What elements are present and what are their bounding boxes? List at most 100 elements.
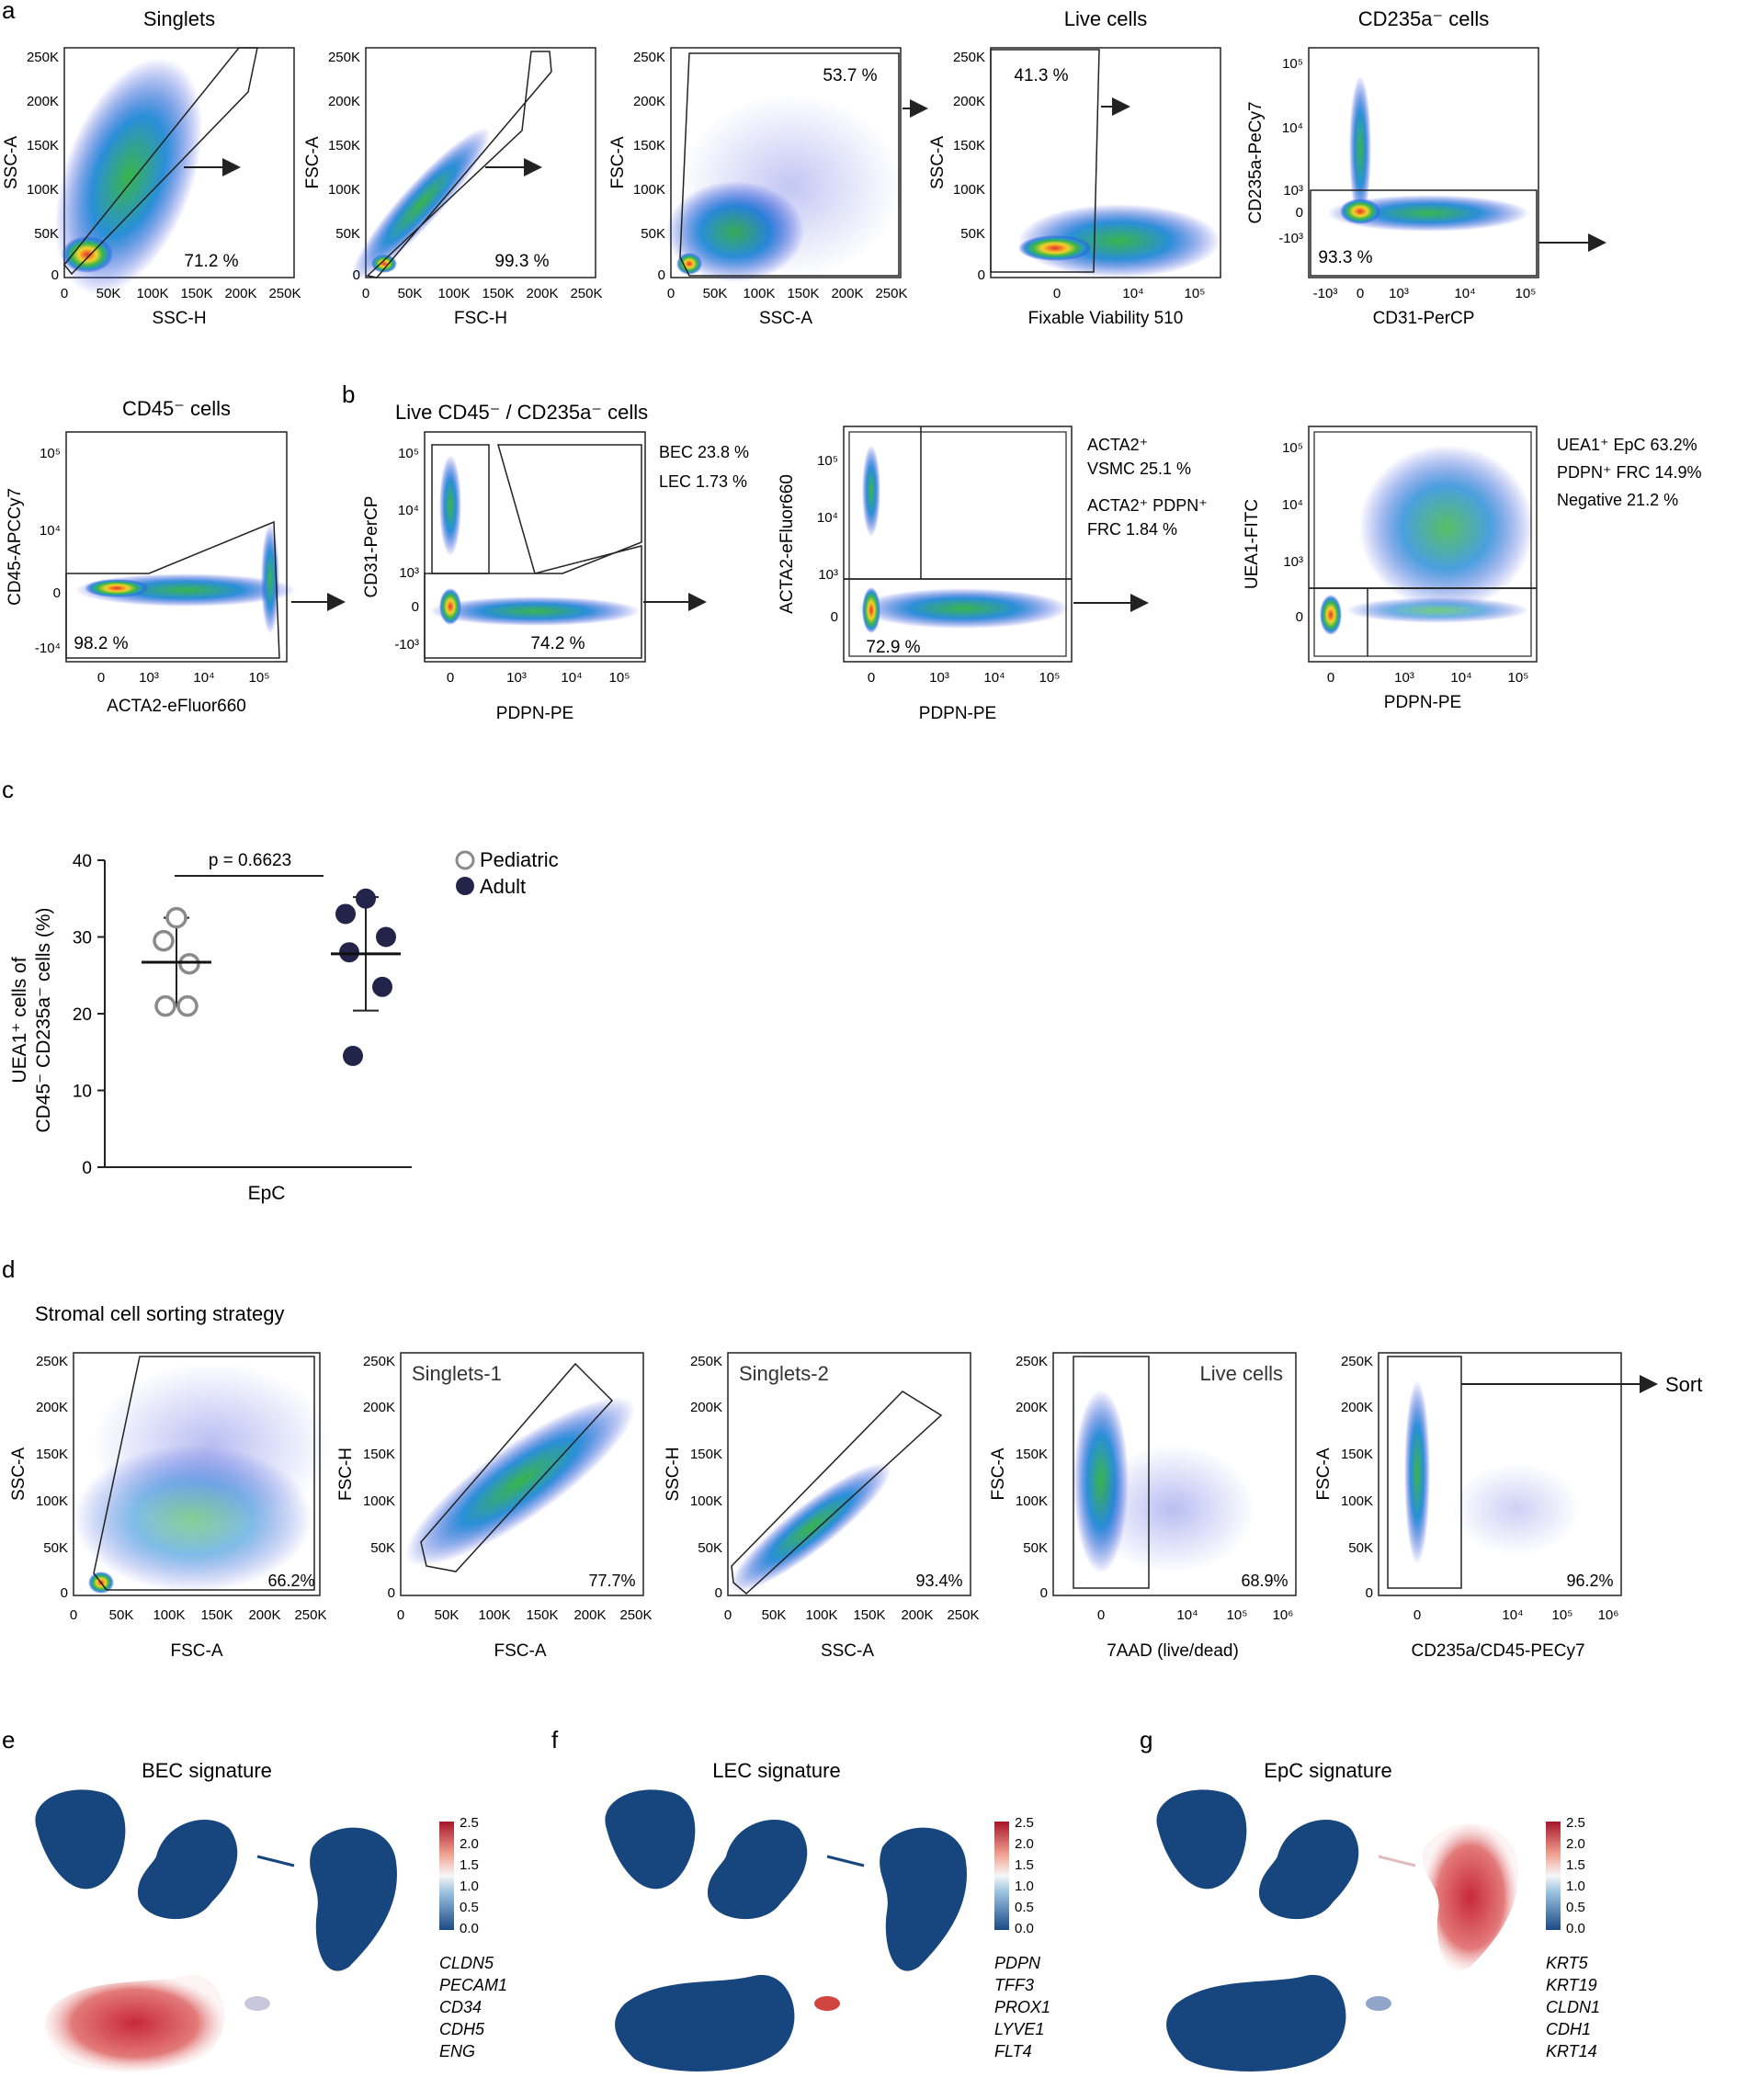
- xtick: 50K: [703, 286, 728, 301]
- x-axis-label: ACTA2-eFluor660: [107, 697, 246, 716]
- y-axis-label: FSC-A: [1314, 1447, 1334, 1500]
- x-axis-label: SSC-A: [759, 309, 812, 328]
- gate-percent: 53.7 %: [823, 66, 877, 85]
- gate-percent: 68.9%: [1241, 1572, 1288, 1590]
- gate-percent: 74.2 %: [530, 634, 585, 653]
- xtick: 250K: [268, 286, 301, 301]
- xtick: 100K: [805, 1607, 837, 1623]
- y-axis-label: CD235a-PeCy7: [1246, 101, 1266, 223]
- density-cloud: [1327, 195, 1529, 232]
- ytick: 200K: [953, 94, 985, 109]
- gate-percent: 71.2 %: [184, 252, 238, 271]
- gate-label: Live cells: [1200, 1362, 1283, 1385]
- ytick: 0: [1366, 1585, 1373, 1601]
- y-ticks: 250K 200K 150K 100K 50K 0: [633, 50, 665, 283]
- gate-inner: [848, 431, 1067, 657]
- cbar-tick: 1.5: [1015, 1857, 1034, 1873]
- cbar-tick: 1.5: [1566, 1857, 1585, 1873]
- panel-b-heading: Live CD45⁻ / CD235a⁻ cells: [395, 401, 648, 424]
- ytick: 200K: [363, 1400, 395, 1415]
- density-cloud: [729, 1462, 892, 1593]
- gate-polygon: [990, 49, 1100, 273]
- y-axis-label-line2: CD45⁻ CD235a⁻ cells (%): [33, 907, 54, 1132]
- sort-plot-3: Singlets-2 93.4% 250K 200K 150K 100K 50K…: [664, 1352, 980, 1661]
- xtick: 200K: [526, 286, 558, 301]
- x-ticks: 0 50K 100K 150K 200K 250K: [397, 1607, 653, 1623]
- ytick: 0: [61, 1585, 68, 1601]
- cbar-tick: 2.5: [1566, 1815, 1585, 1831]
- ytick: 200K: [1341, 1400, 1373, 1415]
- xtick: 10⁶: [1598, 1607, 1619, 1623]
- umap-cluster-bottom: [45, 1974, 225, 2072]
- colorbar-ticks: 2.5 2.0 1.5 1.0 0.5 0.0: [1566, 1815, 1585, 1936]
- data-point-adult: [335, 903, 356, 925]
- gate-lec: [497, 444, 642, 574]
- ytick: 100K: [363, 1493, 395, 1509]
- x-ticks: 0 10³ 10⁴ 10⁵: [447, 670, 630, 686]
- ytick-label: 10: [73, 1083, 92, 1102]
- cbar-tick: 1.0: [1015, 1879, 1034, 1894]
- x-axis-label: PDPN-PE: [1384, 693, 1461, 712]
- legend: Pediatric Adult: [455, 848, 559, 898]
- ytick: 10³: [1283, 183, 1303, 199]
- ytick: 100K: [328, 182, 360, 198]
- cbar-tick: 1.0: [1566, 1879, 1585, 1894]
- neg-label: Negative 21.2 %: [1557, 491, 1678, 509]
- ytick: 100K: [1016, 1493, 1048, 1509]
- data-marks: [142, 888, 401, 1066]
- xtick: 150K: [180, 286, 212, 301]
- ytick: 200K: [27, 94, 59, 109]
- data-point-pediatric: [176, 994, 199, 1017]
- density-scatter: [1090, 1445, 1255, 1573]
- xtick: 0: [724, 1607, 732, 1623]
- colorbar: [1546, 1822, 1561, 1930]
- ytick: 10³: [1283, 554, 1303, 570]
- umap-cluster-right: [880, 1827, 967, 1971]
- gene: KRT5: [1546, 1954, 1589, 1972]
- xtick: 250K: [619, 1607, 652, 1623]
- ytick: 150K: [690, 1447, 722, 1462]
- xtick: 250K: [947, 1607, 979, 1623]
- y-axis-label: UEA1-FITC: [1243, 499, 1262, 589]
- panel-f: LEC signature 2.5 2.0 1.5 1.0 0.5 0.0 PD…: [605, 1759, 1050, 2072]
- cbar-tick: 0.5: [460, 1900, 479, 1915]
- ytick: 10⁵: [40, 446, 61, 461]
- xtick: 200K: [901, 1607, 933, 1623]
- gene: FLT4: [994, 2042, 1032, 2060]
- ytick: 0: [51, 267, 59, 283]
- xtick: 10⁵: [1039, 670, 1061, 686]
- ytick: 0: [412, 599, 419, 615]
- umap-title: LEC signature: [712, 1759, 840, 1782]
- umap-cluster-bottom: [1166, 1974, 1346, 2072]
- y-axis-label: FSC-H: [336, 1447, 356, 1501]
- flow-plot-cd235a: CD235a⁻ cells 93.3 % 10⁵ 10⁴ 10³ 0 -10³ …: [1246, 7, 1606, 328]
- ytick: 0: [388, 1585, 395, 1601]
- plot-title: CD45⁻ cells: [122, 397, 231, 420]
- x-ticks: 0 10⁴ 10⁵ 10⁶: [1413, 1607, 1619, 1623]
- cbar-tick: 2.5: [1015, 1815, 1034, 1831]
- gene: ENG: [439, 2042, 475, 2060]
- ytick: 50K: [698, 1540, 722, 1556]
- ytick: 10⁴: [1282, 497, 1303, 513]
- colorbar-ticks: 2.5 2.0 1.5 1.0 0.5 0.0: [1015, 1815, 1034, 1936]
- y-ticks: 250K 200K 150K 100K 50K 0: [690, 1354, 722, 1601]
- data-point-adult: [339, 942, 359, 963]
- flow-plot-fsc: 99.3 % 250K 200K 150K 100K 50K 0 0 50K 1…: [303, 47, 603, 328]
- xtick: 10⁴: [1176, 1607, 1198, 1623]
- ytick: 100K: [953, 182, 985, 198]
- y-axis-label: SSC-A: [928, 136, 948, 189]
- xtick: 10⁵: [609, 670, 630, 686]
- xtick: 0: [1357, 286, 1364, 301]
- density-vsmc: [862, 445, 880, 537]
- xtick: 0: [1053, 286, 1061, 301]
- gate-polygon: [420, 1362, 614, 1572]
- x-ticks: 0 50K 100K 150K 200K 250K: [70, 1607, 327, 1623]
- cbar-tick: 0.0: [1015, 1921, 1034, 1936]
- ytick: 250K: [328, 50, 360, 65]
- xtick: 0: [447, 670, 454, 686]
- xtick: 10⁵: [249, 670, 270, 686]
- xtick: 100K: [136, 286, 168, 301]
- ytick: 10⁴: [398, 503, 419, 518]
- xtick: 100K: [478, 1607, 510, 1623]
- ytick: 200K: [633, 94, 665, 109]
